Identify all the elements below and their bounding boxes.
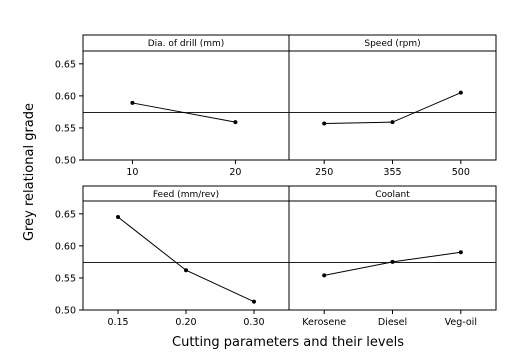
data-point (391, 120, 395, 124)
panel-title: Coolant (375, 190, 410, 200)
data-point (322, 121, 326, 125)
x-tick-label: Diesel (378, 317, 407, 328)
x-tick-label: 355 (383, 167, 401, 178)
y-tick-label: 0.65 (55, 209, 76, 220)
data-point (116, 215, 120, 219)
x-tick-label: 250 (315, 167, 333, 178)
data-point (252, 300, 256, 304)
panel-title: Dia. of drill (mm) (148, 39, 225, 49)
data-point (322, 273, 326, 277)
x-tick-label: 0.30 (243, 317, 264, 328)
y-tick-label: 0.60 (55, 241, 76, 252)
y-tick-label: 0.60 (55, 91, 76, 102)
y-tick-label: 0.50 (55, 306, 76, 317)
x-tick-label: 10 (126, 167, 138, 178)
data-point (459, 250, 463, 254)
data-point (459, 91, 463, 95)
x-axis-label: Cutting parameters and their levels (172, 335, 404, 350)
y-tick-label: 0.55 (55, 273, 76, 284)
x-tick-label: 0.15 (107, 317, 128, 328)
y-tick-label: 0.55 (55, 123, 76, 134)
data-point (391, 260, 395, 264)
x-tick-label: 500 (452, 167, 470, 178)
x-tick-label: 20 (229, 167, 241, 178)
x-tick-label: 0.20 (175, 317, 196, 328)
panel-title: Feed (mm/rev) (153, 190, 219, 200)
data-point (233, 120, 237, 124)
data-point (130, 101, 134, 105)
x-tick-label: Kerosene (302, 317, 346, 328)
y-axis-label: Grey relational grade (22, 103, 37, 241)
y-tick-label: 0.65 (55, 59, 76, 70)
y-tick-label: 0.50 (55, 156, 76, 167)
data-point (184, 268, 188, 272)
panel-title: Speed (rpm) (364, 39, 420, 49)
x-tick-label: Veg-oil (445, 317, 477, 328)
